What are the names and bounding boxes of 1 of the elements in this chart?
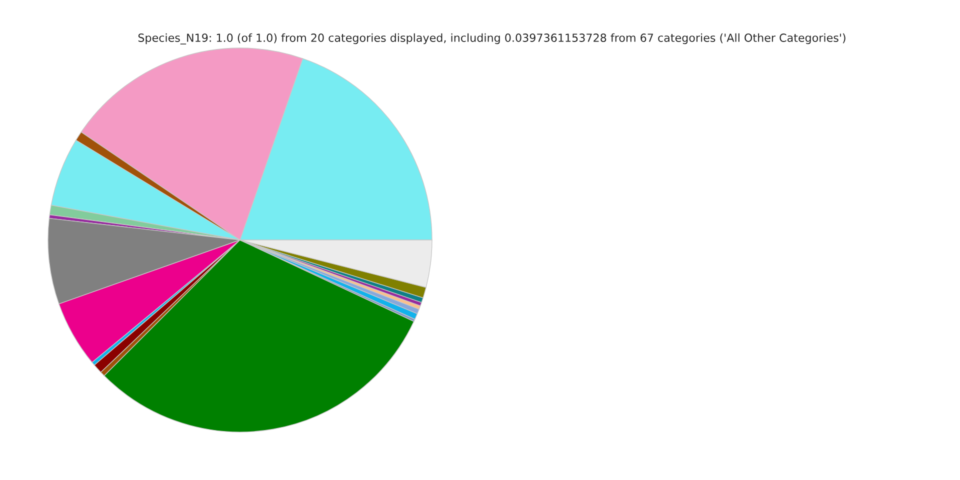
text: Species_N19: 1.0 (of 1.0) from 20 categories displayed, including 0.0397361153728 from 67 categories ('All Other Categories') (138, 33, 846, 44)
